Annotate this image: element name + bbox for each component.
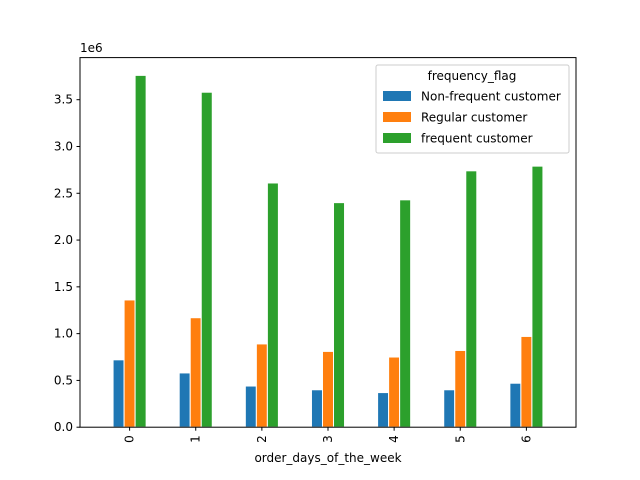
bar-non-frequent-customer-5 [443,389,456,428]
x-tick-label: 3 [321,435,335,443]
bar-frequent-customer-5 [465,170,478,428]
legend-label: Regular customer [421,111,527,125]
legend: frequency_flag Non-frequent customer Regu… [375,64,570,154]
y-tick-label: 3.0 [54,139,73,153]
y-tick-label: 0.5 [54,373,73,387]
bar-regular-customer-4 [388,356,401,428]
legend-items: Non-frequent customer Regular customer fre… [383,90,561,146]
bar-frequent-customer-6 [531,165,544,428]
x-tick-label: 5 [453,435,467,443]
bar-non-frequent-customer-0 [112,359,125,428]
y-offset-label: 1e6 [80,41,103,55]
bar-non-frequent-customer-6 [509,382,522,428]
legend-label: Non-frequent customer [421,90,561,104]
x-tick-label: 1 [189,435,203,443]
plot-area [79,57,577,428]
y-tick-label: 1.5 [54,280,73,294]
y-tick-label: 2.5 [54,186,73,200]
bar-regular-customer-2 [255,343,268,428]
bar-frequent-customer-4 [399,199,412,428]
bar-regular-customer-0 [123,299,136,428]
bar-regular-customer-5 [454,349,467,428]
bar-frequent-customer-3 [333,202,346,428]
legend-swatch-regular-customer [383,112,411,122]
bar-non-frequent-customer-4 [377,392,390,428]
legend-box [375,64,570,154]
y-tick-label: 3.5 [54,93,73,107]
y-tick-label: 1.0 [54,327,73,341]
legend-swatch-frequent-customer [383,133,411,143]
y-tick-label: 2.0 [54,233,73,247]
y-tick-label: 0.0 [54,420,73,434]
x-tick-label: 2 [255,435,269,443]
bar-non-frequent-customer-3 [310,389,323,428]
y-axis: 0.0 0.5 1.0 1.5 2.0 2.5 3.0 3.5 [54,93,80,434]
bar-frequent-customer-2 [266,182,279,428]
x-axis: 0 1 2 3 4 5 6 [123,427,533,443]
bar-frequent-customer-0 [134,74,147,428]
x-axis-label: order_days_of_the_week [254,451,401,465]
bar-non-frequent-customer-2 [244,385,257,428]
legend-title: frequency_flag [428,69,517,83]
legend-swatch-non-frequent-customer [383,91,411,101]
bar-regular-customer-1 [189,317,202,428]
bar-regular-customer-6 [520,335,533,428]
x-tick-label: 6 [519,435,533,443]
legend-label: frequent customer [421,132,533,146]
x-tick-label: 0 [123,435,137,443]
bar-frequent-customer-1 [200,91,213,428]
bar-regular-customer-3 [321,350,335,428]
x-tick-label: 4 [387,435,401,443]
bar-non-frequent-customer-1 [178,372,191,428]
bars-group [112,74,544,428]
